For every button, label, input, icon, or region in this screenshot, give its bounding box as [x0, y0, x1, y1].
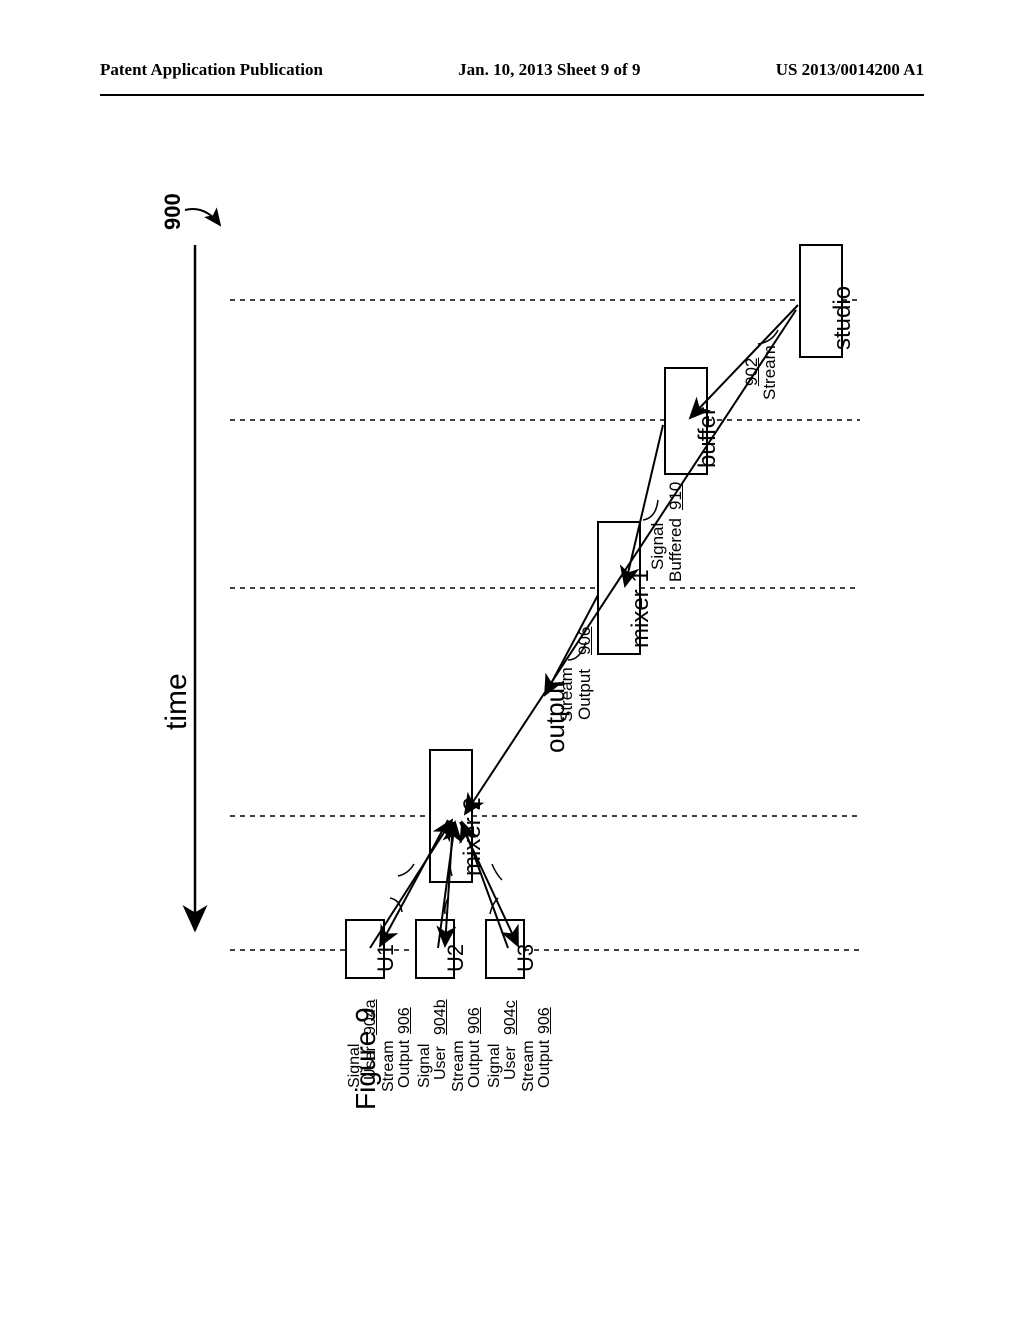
node-mixer1-label: mixer 1	[627, 569, 655, 648]
label-904b: 904b	[432, 999, 450, 1035]
label-buffered: Buffered	[666, 518, 686, 582]
label-u3-strm: Stream	[520, 1040, 538, 1092]
header-rule	[100, 94, 924, 96]
label-904a: 904a	[362, 999, 380, 1035]
label-u3-signal: Signal	[486, 1044, 504, 1088]
label-902: 902	[742, 358, 762, 386]
node-u2-label: U2	[443, 944, 469, 972]
node-studio-label: studio	[829, 286, 857, 350]
label-u2-user: User	[432, 1046, 450, 1080]
header-right: US 2013/0014200 A1	[776, 60, 924, 80]
label-u1-user: User	[362, 1046, 380, 1080]
page-header: Patent Application Publication Jan. 10, …	[100, 60, 924, 90]
label-u1-906: 906	[396, 1007, 414, 1034]
node-u1-label: U1	[373, 944, 399, 972]
label-u1-strm: Stream	[380, 1040, 398, 1092]
label-u1-out: Output	[396, 1040, 414, 1088]
header-center: Jan. 10, 2013 Sheet 9 of 9	[458, 60, 640, 80]
node-u3-label: U3	[513, 944, 539, 972]
figure-9-diagram: 900 time Figure 9	[100, 150, 924, 1150]
label-904c: 904c	[502, 1000, 520, 1035]
label-u3-out: Output	[536, 1040, 554, 1088]
label-u3-user: User	[502, 1046, 520, 1080]
node-mixer2-label: mixer 2	[459, 797, 487, 876]
label-signal: Signal	[648, 523, 668, 570]
label-u2-out: Output	[466, 1040, 484, 1088]
label-910: 910	[666, 482, 686, 510]
label-906-a: 906	[575, 627, 595, 655]
label-u2-signal: Signal	[416, 1044, 434, 1088]
node-buffer-label: buffer	[694, 407, 722, 468]
label-stream: Stream	[760, 345, 780, 400]
label-u1-signal: Signal	[346, 1044, 364, 1088]
header-left: Patent Application Publication	[100, 60, 323, 80]
label-u2-906: 906	[466, 1007, 484, 1034]
label-output-word: output	[540, 681, 571, 753]
label-output: Output	[575, 669, 595, 720]
label-u2-strm: Stream	[450, 1040, 468, 1092]
patent-page: Patent Application Publication Jan. 10, …	[0, 0, 1024, 1320]
label-u3-906: 906	[536, 1007, 554, 1034]
